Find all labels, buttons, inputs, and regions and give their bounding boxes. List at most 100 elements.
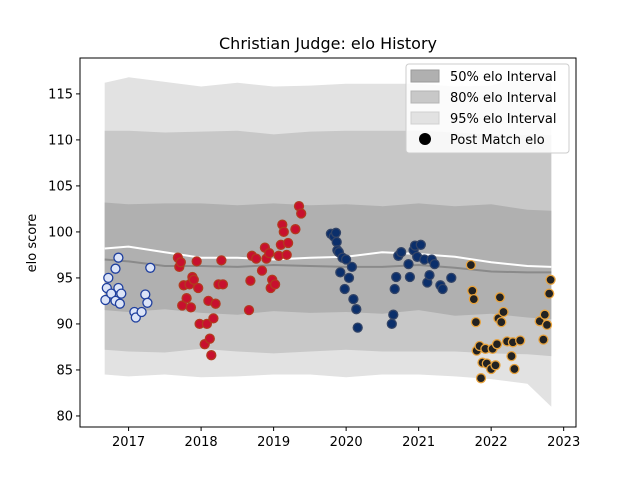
data-point bbox=[491, 339, 503, 350]
data-point bbox=[386, 318, 397, 330]
x-tick-label: 2021 bbox=[402, 435, 435, 450]
data-point bbox=[545, 274, 556, 285]
data-point bbox=[103, 272, 114, 284]
legend-label-50: 50% elo Interval bbox=[450, 70, 557, 85]
data-point bbox=[538, 334, 549, 345]
data-point bbox=[391, 271, 402, 283]
data-point bbox=[113, 252, 124, 263]
y-axis-ticks: 80 85 90 95 100 105 110 115 bbox=[48, 87, 80, 424]
legend-marker-post-match bbox=[419, 133, 431, 145]
legend-swatch-50 bbox=[410, 69, 440, 83]
legend-label-95: 95% elo Interval bbox=[450, 112, 557, 127]
data-point bbox=[498, 306, 509, 318]
data-point bbox=[296, 208, 307, 219]
legend: 50% elo Interval 80% elo Interval 95% el… bbox=[405, 63, 570, 154]
data-point bbox=[216, 255, 227, 266]
data-point bbox=[290, 224, 301, 235]
mean-lines bbox=[104, 245, 552, 274]
data-point bbox=[490, 360, 501, 371]
data-point bbox=[340, 254, 352, 265]
data-point bbox=[281, 249, 292, 261]
data-point bbox=[494, 292, 506, 303]
data-point bbox=[145, 262, 156, 273]
x-tick-label: 2022 bbox=[475, 435, 508, 450]
y-tick-label: 105 bbox=[48, 179, 73, 194]
data-point bbox=[116, 288, 127, 299]
data-point bbox=[210, 298, 221, 309]
data-point bbox=[335, 267, 346, 278]
legend-label-post-match: Post Match elo bbox=[450, 133, 545, 148]
data-point bbox=[351, 304, 362, 315]
data-point bbox=[509, 363, 520, 375]
x-tick-label: 2020 bbox=[330, 435, 363, 450]
data-point bbox=[204, 333, 215, 344]
data-point bbox=[185, 302, 197, 313]
data-point bbox=[278, 226, 289, 238]
data-point bbox=[114, 298, 126, 309]
plot-frame bbox=[79, 57, 577, 428]
data-point bbox=[429, 258, 440, 270]
y-tick-label: 80 bbox=[56, 409, 73, 424]
data-point bbox=[467, 285, 478, 296]
data-point bbox=[339, 283, 350, 295]
data-point bbox=[282, 237, 294, 249]
data-point bbox=[181, 293, 192, 304]
data-point bbox=[465, 259, 477, 271]
data-point bbox=[208, 313, 219, 324]
data-point bbox=[264, 247, 275, 259]
data-point bbox=[446, 272, 457, 284]
data-point bbox=[188, 274, 199, 285]
data-point bbox=[470, 316, 482, 328]
data-point bbox=[539, 309, 550, 320]
x-tick-label: 2017 bbox=[112, 435, 145, 450]
mean-line-white bbox=[104, 245, 552, 268]
data-point bbox=[136, 306, 147, 318]
x-tick-label: 2023 bbox=[547, 435, 580, 450]
data-point bbox=[193, 282, 204, 294]
data-point bbox=[343, 272, 355, 284]
x-tick-label: 2019 bbox=[257, 435, 290, 450]
data-point bbox=[415, 239, 426, 250]
data-point bbox=[243, 304, 255, 316]
data-point bbox=[352, 322, 363, 333]
data-point bbox=[403, 258, 414, 270]
data-point bbox=[331, 236, 342, 248]
data-point bbox=[256, 265, 268, 276]
chart-title: Christian Judge: elo History bbox=[219, 34, 437, 53]
data-point bbox=[140, 289, 151, 300]
data-point bbox=[346, 261, 358, 273]
data-point bbox=[396, 247, 407, 258]
data-point bbox=[475, 373, 487, 384]
data-point bbox=[245, 275, 256, 286]
x-axis-ticks: 2017 2018 2019 2020 2021 2022 2023 bbox=[112, 427, 580, 450]
data-point bbox=[515, 335, 526, 346]
data-point bbox=[206, 350, 217, 361]
data-point bbox=[330, 227, 342, 238]
legend-swatch-80 bbox=[410, 90, 440, 104]
y-tick-label: 110 bbox=[48, 133, 73, 148]
data-point bbox=[544, 288, 555, 299]
post-match-points bbox=[100, 201, 556, 384]
interval-bands bbox=[104, 73, 552, 407]
legend-box bbox=[405, 63, 570, 154]
data-point bbox=[100, 294, 111, 306]
data-point bbox=[201, 318, 213, 330]
y-axis-label: elo score bbox=[25, 214, 40, 273]
data-point bbox=[506, 350, 517, 362]
legend-label-80: 80% elo Interval bbox=[450, 91, 557, 106]
data-point bbox=[424, 270, 435, 281]
data-point bbox=[404, 271, 416, 283]
data-point bbox=[191, 256, 202, 267]
data-point bbox=[437, 283, 448, 295]
x-tick-label: 2018 bbox=[185, 435, 218, 450]
data-point bbox=[389, 283, 400, 295]
data-point bbox=[541, 319, 553, 331]
y-tick-label: 100 bbox=[48, 225, 73, 240]
data-point bbox=[496, 316, 507, 328]
data-point bbox=[388, 309, 399, 320]
data-point bbox=[110, 263, 121, 274]
data-point bbox=[348, 293, 359, 305]
data-point bbox=[217, 279, 229, 290]
y-tick-label: 115 bbox=[48, 87, 73, 102]
